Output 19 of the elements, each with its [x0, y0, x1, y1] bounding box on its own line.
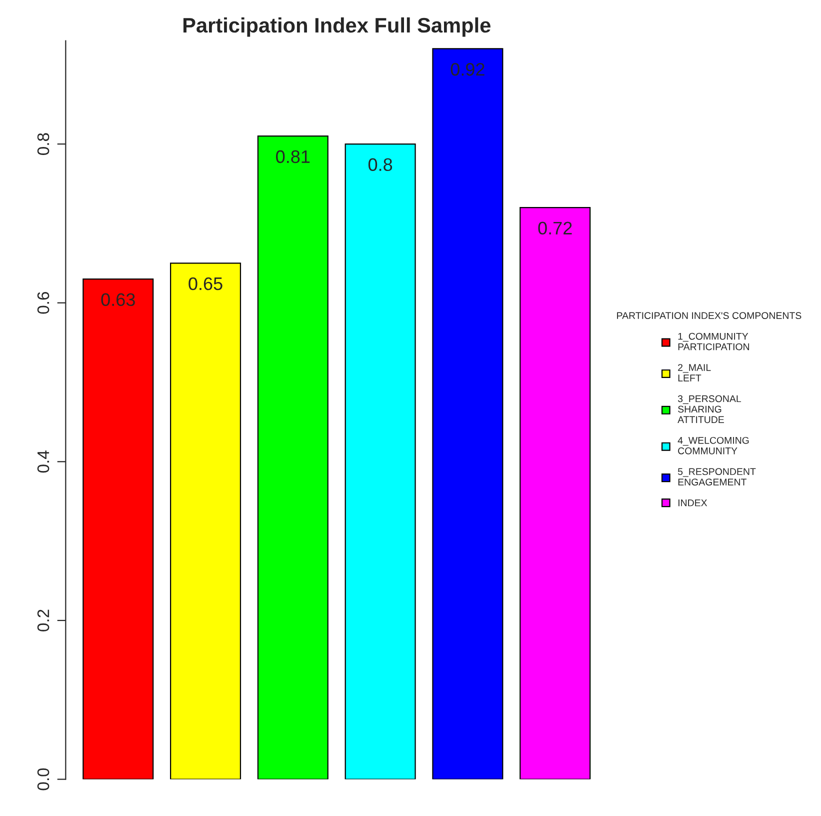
legend-label: 1_COMMUNITY PARTICIPATION: [678, 332, 750, 350]
data-label: 0.81: [276, 150, 310, 164]
y-tick-label: 0.2: [37, 610, 50, 632]
y-tick-label: 0.8: [37, 133, 50, 155]
data-label: 0.72: [538, 222, 572, 235]
y-tick-label: 0.6: [37, 292, 50, 314]
legend-label: 5_RESPONDENT ENGAGEMENT: [678, 468, 756, 486]
legend-label: INDEX: [678, 499, 708, 506]
data-label: 0.63: [101, 293, 135, 306]
chart-title: Participation Index Full Sample: [183, 17, 490, 37]
y-tick-label: 0.0: [37, 768, 50, 790]
legend-label: 4_WELCOMING COMMUNITY: [678, 436, 749, 454]
legend-label: 2_MAIL LEFT: [678, 364, 711, 382]
legend-title: PARTICIPATION INDEX'S COMPONENTS: [617, 312, 802, 320]
y-tick-label: 0.4: [37, 450, 50, 473]
data-label: 0.8: [368, 158, 392, 172]
data-label: 0.92: [450, 62, 484, 76]
data-label: 0.65: [188, 277, 222, 290]
legend-label: 3_PERSONAL SHARING ATTITUDE: [678, 395, 742, 424]
